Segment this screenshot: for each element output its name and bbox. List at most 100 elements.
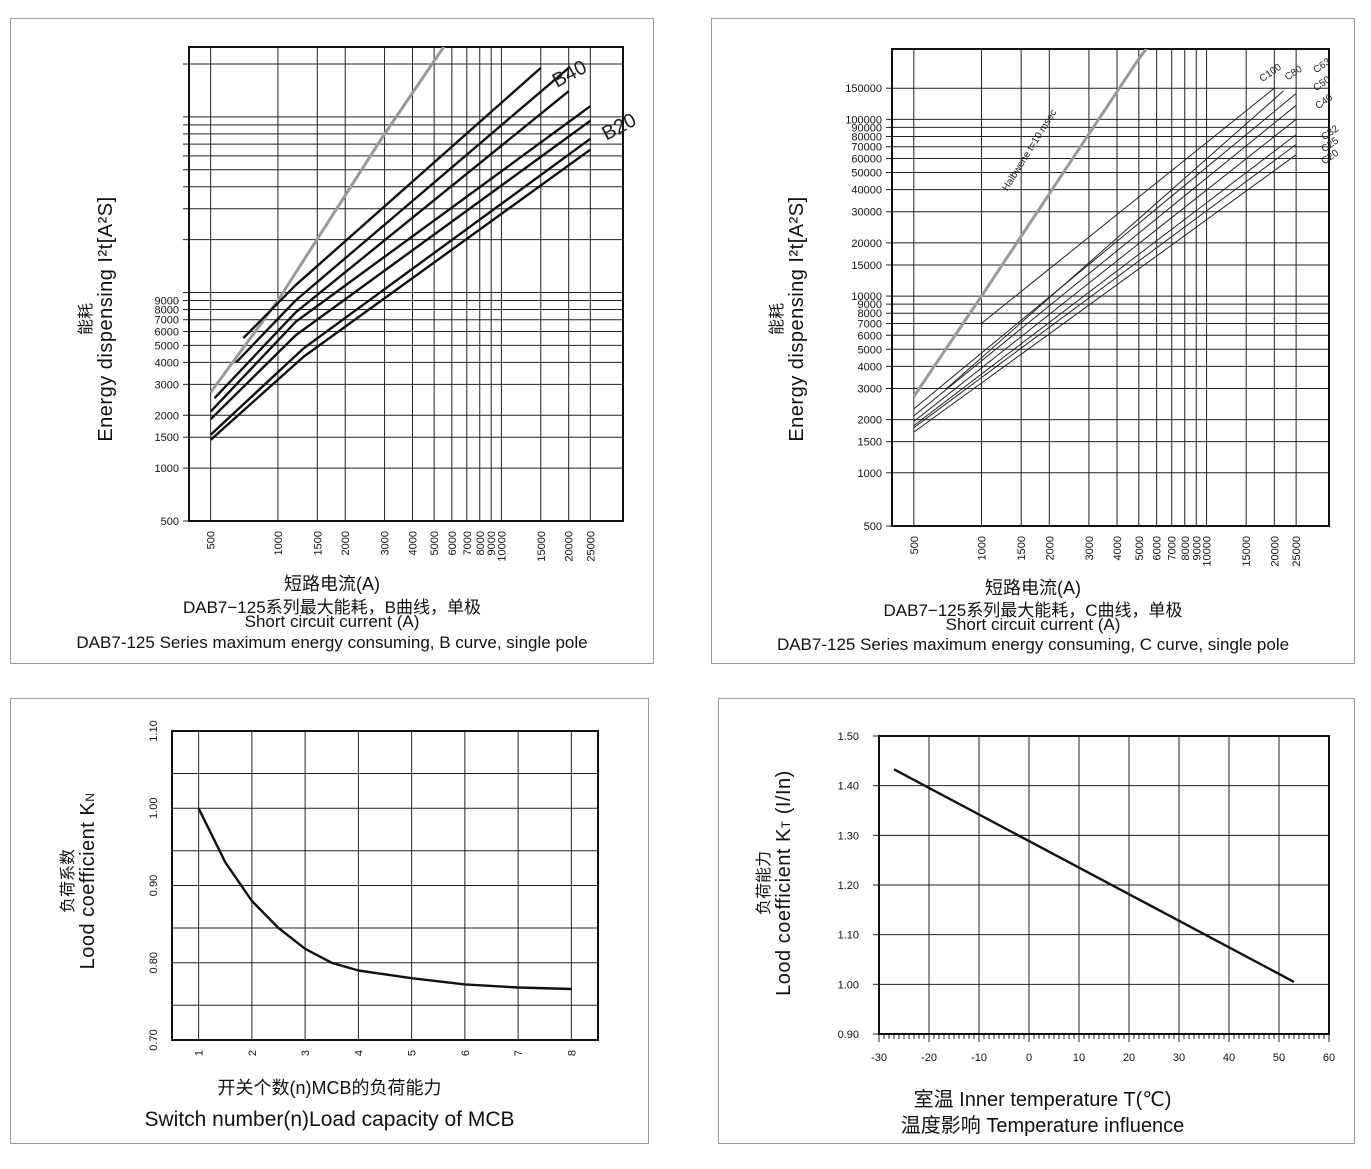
load-n-x-axis-title: 开关个数(n)MCB的负荷能力 (217, 1078, 442, 1098)
c-curve-x-tick-label: 20000 (1269, 536, 1281, 567)
c-curve-series-line-c32 (913, 134, 1297, 426)
b-curve-y-tick-label: 1500 (155, 432, 179, 444)
b-curve-y-tick-label: 4000 (155, 357, 179, 369)
c-curve-y-tick-label: 10000 (851, 291, 882, 303)
b-curve-x-tick-label: 8000 (475, 531, 487, 555)
c-curve-panel: 500 1000 1500 2000 3000 4000 5000 6000 7000 8000 9… (711, 18, 1355, 664)
c-curve-curve-label-c80: C80 (1283, 63, 1305, 83)
c-curve-y-axis-title: 能耗 Energy dispensing I²t[A²S] (769, 196, 808, 442)
b-curve-x-tick-label: 2000 (340, 531, 352, 555)
load-t-x-tick-label: 60 (1323, 1052, 1335, 1064)
c-curve-x-tick-label: 25000 (1291, 536, 1303, 567)
c-curve-series-line-c80 (946, 90, 1284, 389)
load-n-x-tick-label: 1 (194, 1050, 206, 1056)
b-curve-x-tick-label: 10000 (496, 531, 508, 562)
load-n-x-tick-label: 4 (353, 1050, 365, 1056)
load-t-x-axis-title: 室温 Inner temperature T(℃) (913, 1089, 1172, 1111)
load-n-series-line (197, 807, 572, 991)
b-curve-panel: 500 1000 1500 2000 3000 4000 5000 6000 7000 8000 9… (10, 18, 654, 664)
b-curve-x-tick-label: 1500 (312, 531, 324, 555)
b-curve-x-tick-label: 4000 (407, 531, 419, 555)
c-curve-series-line-c40 (913, 118, 1297, 422)
b-curve-x-tick-label: 500 (206, 531, 218, 549)
c-curve-y-tick-label: 50000 (851, 168, 882, 180)
c-curve-x-tick-label: 8000 (1180, 536, 1192, 560)
b-curve-series-group (209, 47, 592, 441)
load-n-y-tick-label: 0.70 (148, 1029, 160, 1050)
c-curve-series-line-c100 (981, 87, 1275, 324)
b-curve-curve-label-b40: B40 (549, 56, 591, 92)
b-curve-x-tick-label: 15000 (536, 531, 548, 562)
load-t-series-line (893, 768, 1295, 983)
b-curve-series-line-b20 (209, 119, 592, 421)
c-curve-y-tick-label: 500 (864, 521, 882, 533)
c-curve-y-tick-label: 3000 (858, 383, 882, 395)
c-curve-y-tick-label: 100000 (845, 114, 882, 126)
load-n-y-tick-label: 1.00 (148, 798, 160, 819)
load-t-x-tick-label: 50 (1273, 1052, 1285, 1064)
c-curve-x-tick-label: 1500 (1016, 536, 1028, 560)
b-curve-x-tick-label: 3000 (380, 531, 392, 555)
b-curve-x-tick-label: 6000 (447, 531, 459, 555)
load-n-caption: Switch number(n)Load capacity of MCB (144, 1108, 515, 1131)
c-curve-x-tick-label: 10000 (1202, 536, 1214, 567)
b-curve-series-line (209, 137, 592, 436)
c-curve-y-tick-label: 90000 (851, 122, 882, 134)
load-n-x-tick-label: 8 (566, 1050, 578, 1056)
c-curve-series-line-reference (912, 49, 1149, 398)
b-curve-chart: 500 1000 1500 2000 3000 4000 5000 6000 7000 8000 9… (155, 46, 640, 562)
b-curve-y-tick-label: 7000 (155, 315, 179, 327)
c-curve-series-line-c20 (913, 154, 1297, 433)
c-curve-y-tick-label: 150000 (845, 83, 882, 95)
b-curve-caption-en: DAB7-125 Series maximum energy consuming… (76, 633, 588, 652)
c-curve-x-tick-label: 3000 (1084, 536, 1096, 560)
load-t-y-tick-label: 0.90 (838, 1029, 859, 1041)
b-curve-series-line-b40 (242, 67, 542, 339)
c-curve-caption-cn: DAB7−125系列最大能耗，C曲线，单极 (883, 601, 1183, 620)
b-curve-x-tick-label: 25000 (585, 531, 597, 562)
b-curve-series-line (209, 148, 592, 441)
c-curve-series-line-c63 (913, 93, 1297, 410)
b-curve-curve-label-b20: B20 (598, 109, 640, 145)
c-curve-series-line-c25 (913, 144, 1297, 429)
c-curve-curve-label-c40: C40 (1314, 92, 1336, 112)
c-curve-x-tick-label: 15000 (1241, 536, 1253, 567)
load-t-series-group (893, 768, 1295, 983)
b-curve-plot-frame (188, 46, 624, 522)
c-curve-y-tick-label: 80000 (851, 131, 882, 143)
b-curve-x-tick-label: 9000 (486, 531, 498, 555)
b-curve-y-tick-label: 3000 (155, 379, 179, 391)
c-curve-y-tick-label: 4000 (858, 361, 882, 373)
load-t-x-tick-label: -10 (971, 1052, 987, 1064)
b-curve-y-tick-label: 1000 (155, 463, 179, 475)
load-t-y-tick-label: 1.50 (838, 731, 859, 743)
c-curve-x-tick-label: 1000 (977, 536, 989, 560)
c-curve-y-tick-label: 8000 (858, 308, 882, 320)
load-t-x-tick-label: -30 (871, 1052, 887, 1064)
load-t-y-tick-label: 1.30 (838, 830, 859, 842)
b-curve-x-axis-title-en: Short circuit current (A) (244, 612, 420, 631)
load-t-y-tick-label: 1.20 (838, 880, 859, 892)
load-n-series-group (197, 807, 572, 991)
b-curve-x-tick-label: 20000 (564, 531, 576, 562)
load-n-x-tick-label: 6 (460, 1050, 472, 1056)
c-curve-series-group (912, 49, 1297, 433)
b-curve-y-tick-label: 500 (161, 516, 179, 528)
c-curve-x-tick-label: 5000 (1134, 536, 1146, 560)
c-curve-series-line-c50 (913, 104, 1297, 417)
load-n-plot-frame (171, 730, 599, 1041)
load-t-x-tick-label: 30 (1173, 1052, 1185, 1064)
b-curve-series-line (209, 105, 592, 413)
c-curve-plot-frame (891, 48, 1330, 527)
load-n-y-axis-title: 负荷系数 Lood coefficient KN (60, 792, 99, 970)
load-t-y-tick-label: 1.00 (838, 979, 859, 991)
load-t-x-tick-label: 0 (1026, 1052, 1032, 1064)
c-curve-y-tick-label: 70000 (851, 142, 882, 154)
b-curve-y-tick-label: 5000 (155, 340, 179, 352)
c-curve-y-tick-label: 7000 (858, 318, 882, 330)
c-curve-x-axis-title-en: Short circuit current (A) (945, 615, 1121, 634)
load-n-x-tick-label: 2 (247, 1050, 259, 1056)
load-n-y-tick-label: 0.90 (148, 875, 160, 896)
b-curve-x-axis-title-cn: 短路电流(A) (284, 574, 380, 594)
b-curve-y-axis-title: 能耗 Energy dispensing I²t[A²S] (78, 196, 117, 442)
